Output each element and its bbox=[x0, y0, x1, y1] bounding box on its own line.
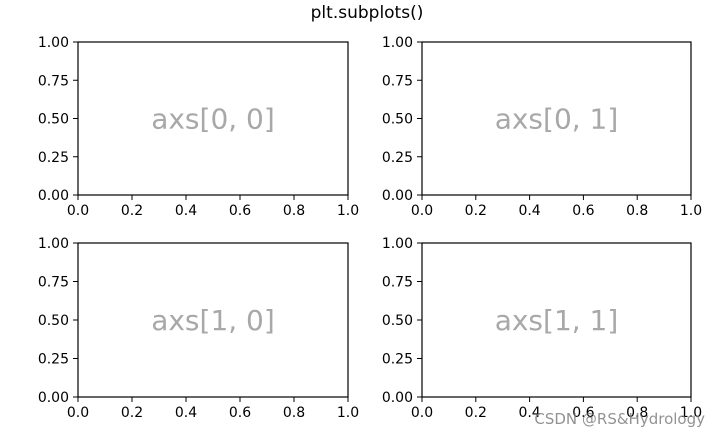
subplot-0: 0.0 0.2 0.4 0.6 0.8 1.0 0.00 0.25 0.50 0.75 1.00 ax… bbox=[38, 35, 359, 219]
y-tick-label: 0.50 bbox=[38, 112, 69, 128]
subplot-3: 0.0 0.2 0.4 0.6 0.8 1.0 0.00 0.25 0.50 0.75 1.00 ax… bbox=[382, 236, 702, 421]
x-tick-label: 1.0 bbox=[337, 405, 359, 421]
x-tick-label: 0.6 bbox=[572, 405, 594, 421]
y-tick-label: 1.00 bbox=[38, 236, 69, 252]
x-tick-label: 0.0 bbox=[411, 405, 433, 421]
y-tick-label: 0.50 bbox=[38, 313, 69, 329]
x-tick-label: 0.0 bbox=[411, 203, 433, 219]
y-tick-label: 0.25 bbox=[382, 352, 413, 368]
y-tick-label: 0.25 bbox=[38, 150, 69, 166]
x-tick-label: 0.4 bbox=[518, 203, 540, 219]
x-tick-label: 0.0 bbox=[67, 203, 89, 219]
y-tick-label: 0.50 bbox=[382, 313, 413, 329]
figure-title: plt.subplots() bbox=[311, 3, 424, 23]
y-tick-label: 0.75 bbox=[382, 73, 413, 89]
x-tick-label: 1.0 bbox=[680, 203, 702, 219]
y-tick-label: 0.25 bbox=[38, 352, 69, 368]
x-tick-label: 0.4 bbox=[175, 405, 197, 421]
subplot-1: 0.0 0.2 0.4 0.6 0.8 1.0 0.00 0.25 0.50 0.75 1.00 ax… bbox=[382, 35, 702, 219]
y-tick-label: 0.00 bbox=[382, 188, 413, 204]
y-tick-label: 1.00 bbox=[382, 35, 413, 51]
x-tick-label: 0.2 bbox=[465, 203, 487, 219]
subplot-label: axs[0, 1] bbox=[495, 103, 619, 136]
y-tick-label: 0.75 bbox=[38, 73, 69, 89]
y-tick-label: 1.00 bbox=[38, 35, 69, 51]
x-tick-label: 0.8 bbox=[283, 405, 305, 421]
x-tick-label: 0.6 bbox=[229, 405, 251, 421]
watermark-text: CSDN @RS&Hydrology bbox=[534, 410, 705, 428]
x-tick-label: 0.4 bbox=[518, 405, 540, 421]
x-tick-label: 0.0 bbox=[67, 405, 89, 421]
y-tick-label: 1.00 bbox=[382, 236, 413, 252]
y-tick-label: 0.75 bbox=[38, 275, 69, 291]
x-tick-label: 1.0 bbox=[680, 405, 702, 421]
subplot-label: axs[0, 0] bbox=[151, 103, 275, 136]
x-tick-label: 0.8 bbox=[626, 203, 648, 219]
x-tick-label: 0.4 bbox=[175, 203, 197, 219]
x-tick-label: 0.6 bbox=[572, 203, 594, 219]
y-tick-label: 0.00 bbox=[38, 188, 69, 204]
subplot-label: axs[1, 0] bbox=[151, 304, 275, 337]
y-tick-label: 0.00 bbox=[382, 390, 413, 406]
y-tick-label: 0.75 bbox=[382, 275, 413, 291]
y-tick-label: 0.50 bbox=[382, 112, 413, 128]
x-tick-label: 0.2 bbox=[121, 203, 143, 219]
y-tick-label: 0.00 bbox=[38, 390, 69, 406]
x-tick-label: 0.6 bbox=[229, 203, 251, 219]
subplot-label: axs[1, 1] bbox=[495, 304, 619, 337]
axes-layer: 0.0 0.2 0.4 0.6 0.8 1.0 0.00 0.25 0.50 0.75 1.00 ax… bbox=[38, 35, 702, 421]
x-tick-label: 0.2 bbox=[121, 405, 143, 421]
x-tick-label: 0.2 bbox=[465, 405, 487, 421]
x-tick-label: 0.8 bbox=[283, 203, 305, 219]
x-tick-label: 0.8 bbox=[626, 405, 648, 421]
x-tick-label: 1.0 bbox=[337, 203, 359, 219]
y-tick-label: 0.25 bbox=[382, 150, 413, 166]
subplot-2: 0.0 0.2 0.4 0.6 0.8 1.0 0.00 0.25 0.50 0.75 1.00 ax… bbox=[38, 236, 359, 421]
